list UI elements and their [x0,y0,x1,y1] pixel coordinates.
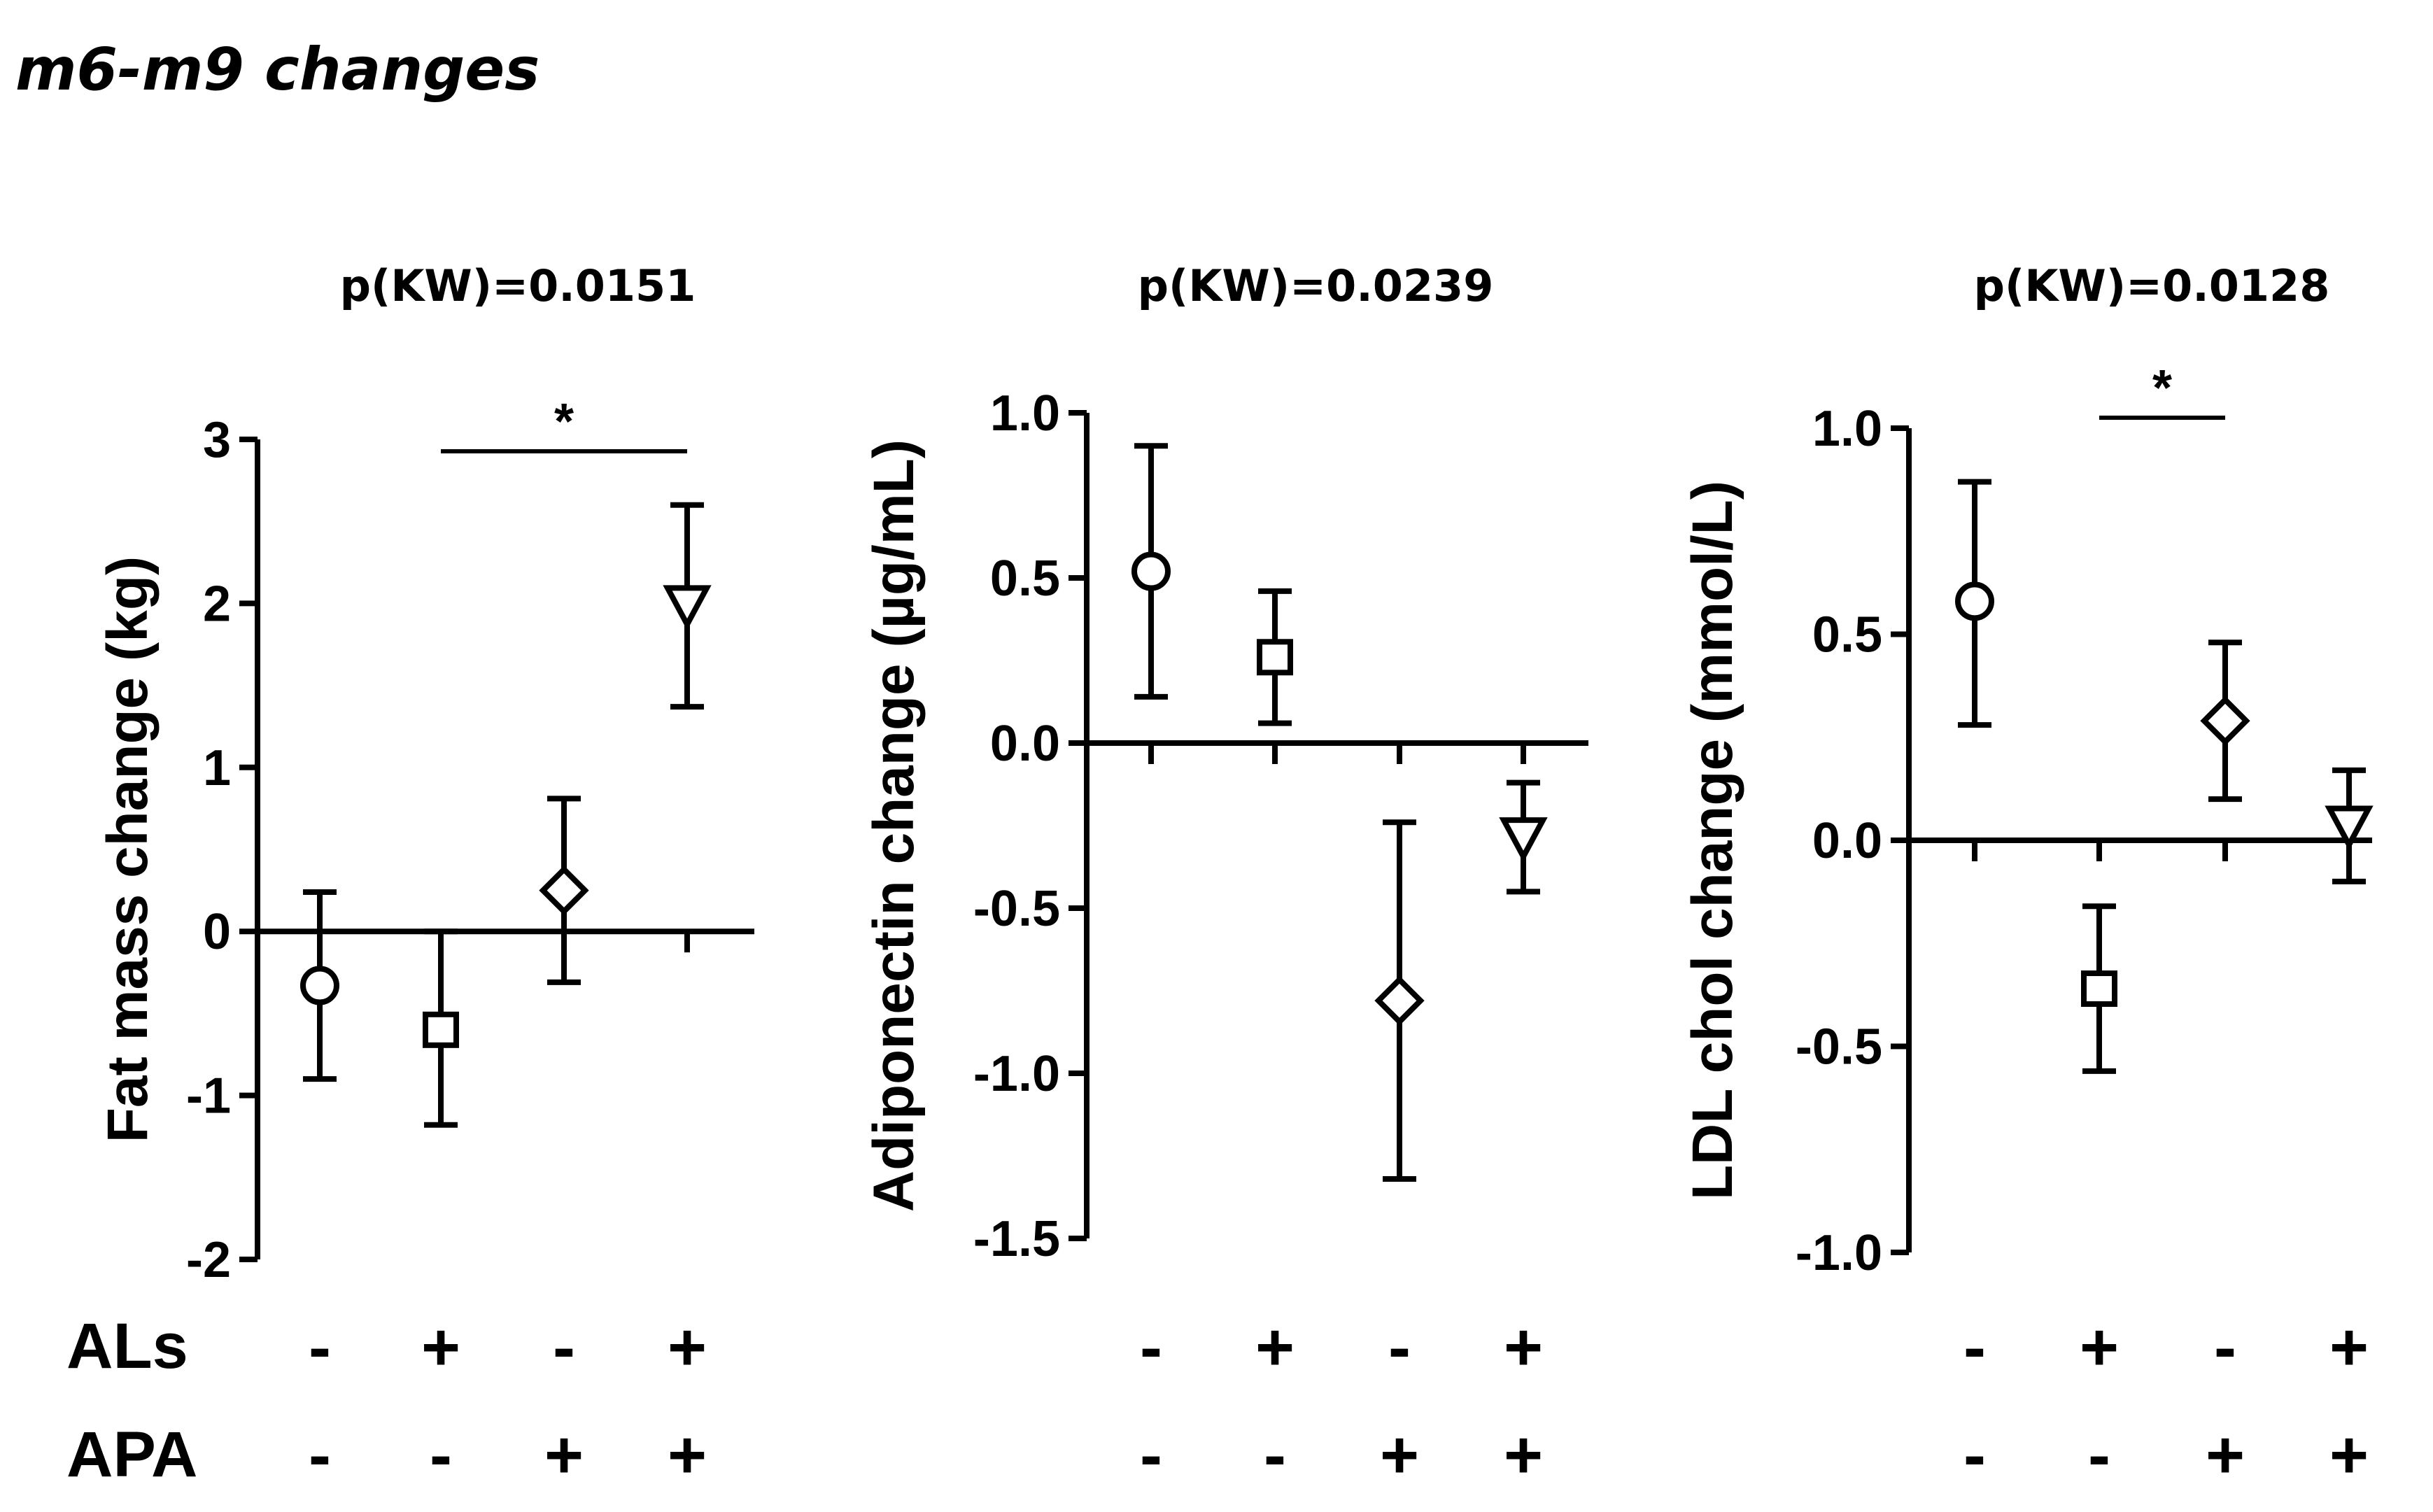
group-sign-apa: - [1963,1418,1986,1492]
group-sign-als: - [309,1310,331,1385]
y-tick-label: 0 [203,904,231,960]
data-point-circle [1131,551,1171,591]
group-sign-apa: + [544,1418,584,1492]
ldl-chol-panel: p(KW)=0.0128 LDL chol change (mmol/L) -1.0… [1681,260,2374,1281]
y-tick-label: -0.5 [973,881,1060,937]
y-tick-label: 1.0 [1812,401,1882,457]
y-tick-label: 2 [203,576,231,632]
y-tick-label: -1 [186,1068,231,1124]
y-tick-label: 0.5 [990,551,1060,607]
data-point-diamond [2200,695,2250,746]
group-sign-als: - [1140,1310,1162,1385]
data-point-square [2081,970,2117,1008]
y-tick-label: -1.0 [1796,1225,1882,1281]
group-sign-als: - [1388,1310,1411,1385]
data-point-square [1257,639,1293,676]
y-tick-label: 0.0 [1812,813,1882,869]
group-sign-als: + [2329,1310,2369,1385]
figure-title: m6-m9 changes [15,35,540,104]
group-sign-als: - [553,1310,575,1385]
group-sign-apa: + [2329,1418,2369,1492]
data-point-circle [300,966,339,1005]
group-sign-apa: + [1504,1418,1543,1492]
data-point-circle [1955,581,1994,621]
data-point-diamond [539,865,589,916]
y-axis-label: LDL chol change (mmol/L) [1681,481,1744,1200]
data-point-triangle-down [1499,817,1548,863]
group-sign-apa: + [1380,1418,1419,1492]
data-point-triangle-down [2325,805,2374,851]
group-sign-als: + [421,1310,460,1385]
group-sign-als: - [2214,1310,2236,1385]
group-sign-als: + [1504,1310,1543,1385]
significance-star: * [2152,360,2172,416]
y-tick-label: -2 [186,1232,231,1288]
y-axis-label: Adiponectin change (µg/mL) [862,439,926,1212]
group-sign-als: + [2080,1310,2119,1385]
panel-title: p(KW)=0.0151 [340,260,696,311]
row-label-apa: APA [66,1419,197,1490]
row-label-als: ALs [66,1310,188,1382]
group-sign-apa: - [1140,1418,1162,1492]
group-sign-als: + [1255,1310,1295,1385]
y-tick-label: 1 [203,740,231,796]
data-point-triangle-down [663,585,712,630]
group-sign-als: + [668,1310,707,1385]
group-sign-apa: + [668,1418,707,1492]
panel-title: p(KW)=0.0239 [1138,260,1494,311]
group-sign-apa: - [309,1418,331,1492]
y-tick-label: 1.0 [990,386,1060,441]
y-tick-label: 0.5 [1812,607,1882,663]
y-tick-label: 0.0 [990,716,1060,772]
group-sign-apa: - [1264,1418,1286,1492]
group-sign-apa: - [430,1418,452,1492]
data-point-diamond [1374,975,1425,1026]
significance-star: * [554,394,574,450]
fat-mass-panel: p(KW)=0.0151 Fat mass change (kg) -2 -1 0 1 2 3… [96,260,754,1288]
y-tick-label: -1.5 [973,1211,1060,1267]
adiponectin-panel: p(KW)=0.0239 Adiponectin change (µg/mL) -1… [862,260,1588,1267]
y-axis-label: Fat mass change (kg) [96,556,160,1143]
y-tick-label: 3 [203,412,231,468]
group-sign-apa: + [2206,1418,2245,1492]
data-point-square [423,1011,459,1048]
panel-title: p(KW)=0.0128 [1974,260,2330,311]
group-sign-als: - [1963,1310,1986,1385]
y-tick-label: -1.0 [973,1046,1060,1102]
y-tick-label: -0.5 [1796,1019,1882,1075]
group-signs: - + - + - - + + - + - + - - + + - + - + - - + + [309,1310,2369,1492]
group-sign-apa: - [2088,1418,2110,1492]
